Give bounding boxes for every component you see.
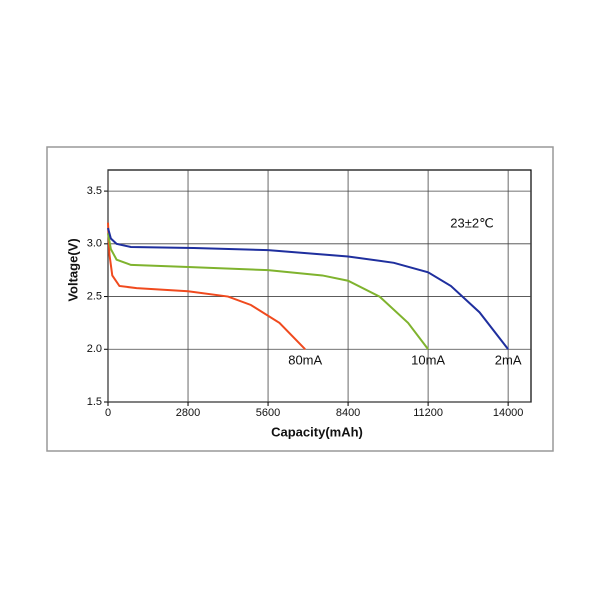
series-label: 2mA — [495, 353, 522, 368]
series-label: 10mA — [411, 353, 445, 368]
y-tick-label: 3.5 — [87, 185, 102, 197]
annotation: 23±2℃ — [450, 215, 493, 230]
y-tick-label: 2.5 — [87, 290, 102, 302]
y-tick-label: 3.0 — [87, 238, 102, 250]
y-axis-label: Voltage(V) — [65, 238, 80, 301]
x-tick-label: 11200 — [413, 407, 443, 419]
x-axis-label: Capacity(mAh) — [271, 424, 363, 439]
series-label: 80mA — [288, 353, 322, 368]
x-tick-label: 0 — [105, 407, 111, 419]
y-tick-label: 2.0 — [87, 343, 102, 355]
x-tick-label: 8400 — [336, 407, 360, 419]
x-tick-label: 5600 — [256, 407, 280, 419]
frame — [46, 146, 554, 452]
y-tick-label: 1.5 — [87, 396, 102, 408]
series-line — [107, 222, 306, 350]
x-tick-label: 2800 — [176, 407, 200, 419]
x-tick-label: 14000 — [493, 407, 524, 419]
series-line — [107, 233, 429, 350]
series-line — [107, 227, 509, 350]
